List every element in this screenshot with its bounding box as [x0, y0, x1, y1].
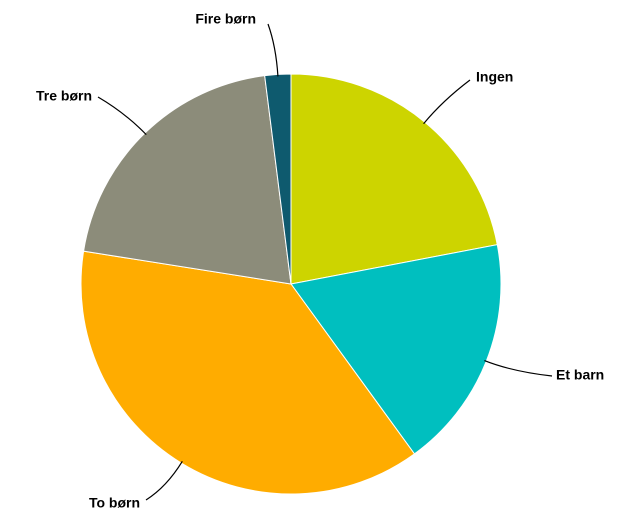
leader-line	[423, 79, 471, 125]
leader-line	[145, 461, 183, 501]
leader-line	[267, 23, 279, 77]
leader-line	[484, 360, 553, 377]
pie-slice	[83, 75, 292, 285]
slice-label: Tre børn	[36, 88, 92, 104]
slice-label: Et barn	[556, 367, 604, 383]
leader-line	[97, 96, 147, 136]
slice-label: Fire børn	[195, 11, 256, 27]
slice-label: To børn	[89, 495, 140, 511]
slice-label: Ingen	[476, 69, 513, 85]
